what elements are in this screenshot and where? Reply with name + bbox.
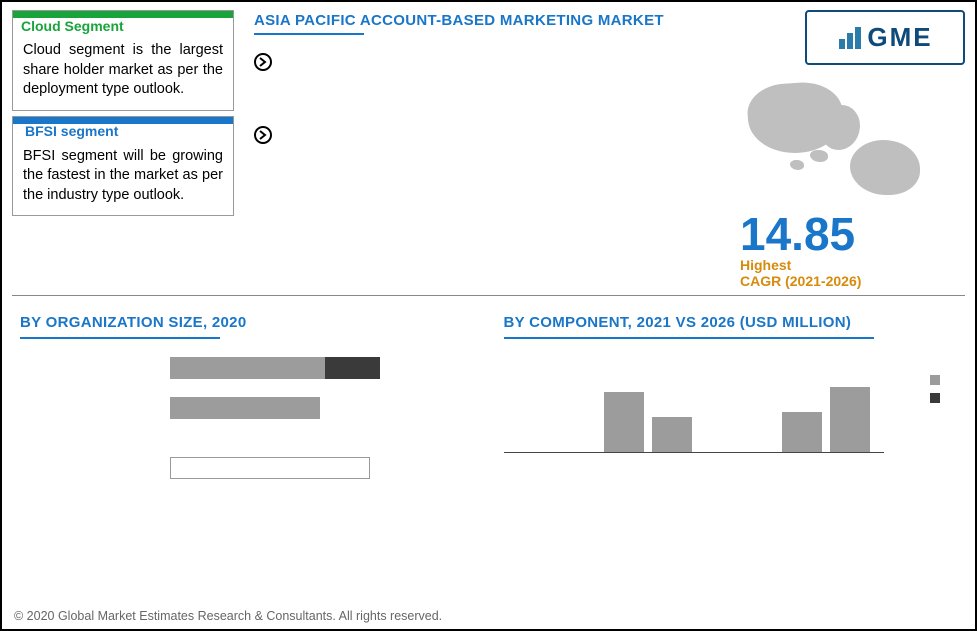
top-row: Cloud Segment Cloud segment is the large… (2, 2, 975, 291)
org-chart-underline (20, 337, 220, 339)
org-bar-1 (170, 357, 380, 379)
cagr-value: 14.85 (740, 211, 855, 257)
bullet-1 (254, 53, 705, 71)
comp-chart-bars (504, 353, 884, 453)
logo-graphic-icon (837, 25, 863, 51)
comp-bar-2a (782, 412, 822, 452)
cagr-label-1: Highest (740, 257, 791, 273)
chevron-icon (254, 126, 272, 144)
cagr-label-2: CAGR (2021-2026) (740, 273, 861, 289)
chevron-icon (254, 53, 272, 71)
org-chart-title: BY ORGANIZATION SIZE, 2020 (20, 314, 474, 331)
gme-logo: GME (805, 10, 965, 65)
logo-text: GME (867, 22, 932, 53)
divider (12, 295, 965, 296)
left-cards: Cloud Segment Cloud segment is the large… (12, 10, 234, 289)
comp-bar-1b (652, 417, 692, 452)
comp-group-2 (782, 387, 870, 452)
main-title-underline (254, 33, 364, 35)
component-chart: BY COMPONENT, 2021 VS 2026 (USD MILLION) (504, 314, 958, 479)
middle-column: ASIA PACIFIC ACCOUNT-BASED MARKETING MAR… (254, 10, 705, 289)
bullet-2 (254, 126, 705, 144)
org-size-chart: BY ORGANIZATION SIZE, 2020 (20, 314, 474, 479)
main-title: ASIA PACIFIC ACCOUNT-BASED MARKETING MAR… (254, 12, 705, 29)
comp-bar-1a (604, 392, 644, 452)
card-bfsi-body: BFSI segment will be growing the fastest… (13, 139, 233, 216)
org-bar-3 (170, 457, 370, 479)
legend-item-2 (930, 393, 946, 403)
comp-legend (930, 375, 946, 403)
map-section: 14.85 Highest CAGR (2021-2026) (725, 75, 965, 289)
comp-bar-2b (830, 387, 870, 452)
card-bfsi: BFSI segment BFSI segment will be growin… (12, 116, 234, 217)
org-chart-bars (20, 353, 474, 479)
card-cloud: Cloud Segment Cloud segment is the large… (12, 10, 234, 111)
asia-pacific-map-icon (740, 75, 940, 205)
comp-group-1 (604, 392, 692, 452)
copyright: © 2020 Global Market Estimates Research … (14, 609, 442, 623)
comp-chart-underline (504, 337, 874, 339)
card-cloud-body: Cloud segment is the largest share holde… (13, 33, 233, 110)
org-bar-2 (170, 397, 320, 419)
card-bfsi-header: BFSI segment (13, 117, 233, 139)
card-cloud-header: Cloud Segment (13, 11, 233, 33)
comp-chart-title: BY COMPONENT, 2021 VS 2026 (USD MILLION) (504, 314, 958, 331)
bottom-row: BY ORGANIZATION SIZE, 2020 BY COMPONENT,… (2, 300, 975, 487)
legend-item-1 (930, 375, 946, 385)
right-column: GME 14.85 Highest CAGR (2021-2026) (725, 10, 965, 289)
